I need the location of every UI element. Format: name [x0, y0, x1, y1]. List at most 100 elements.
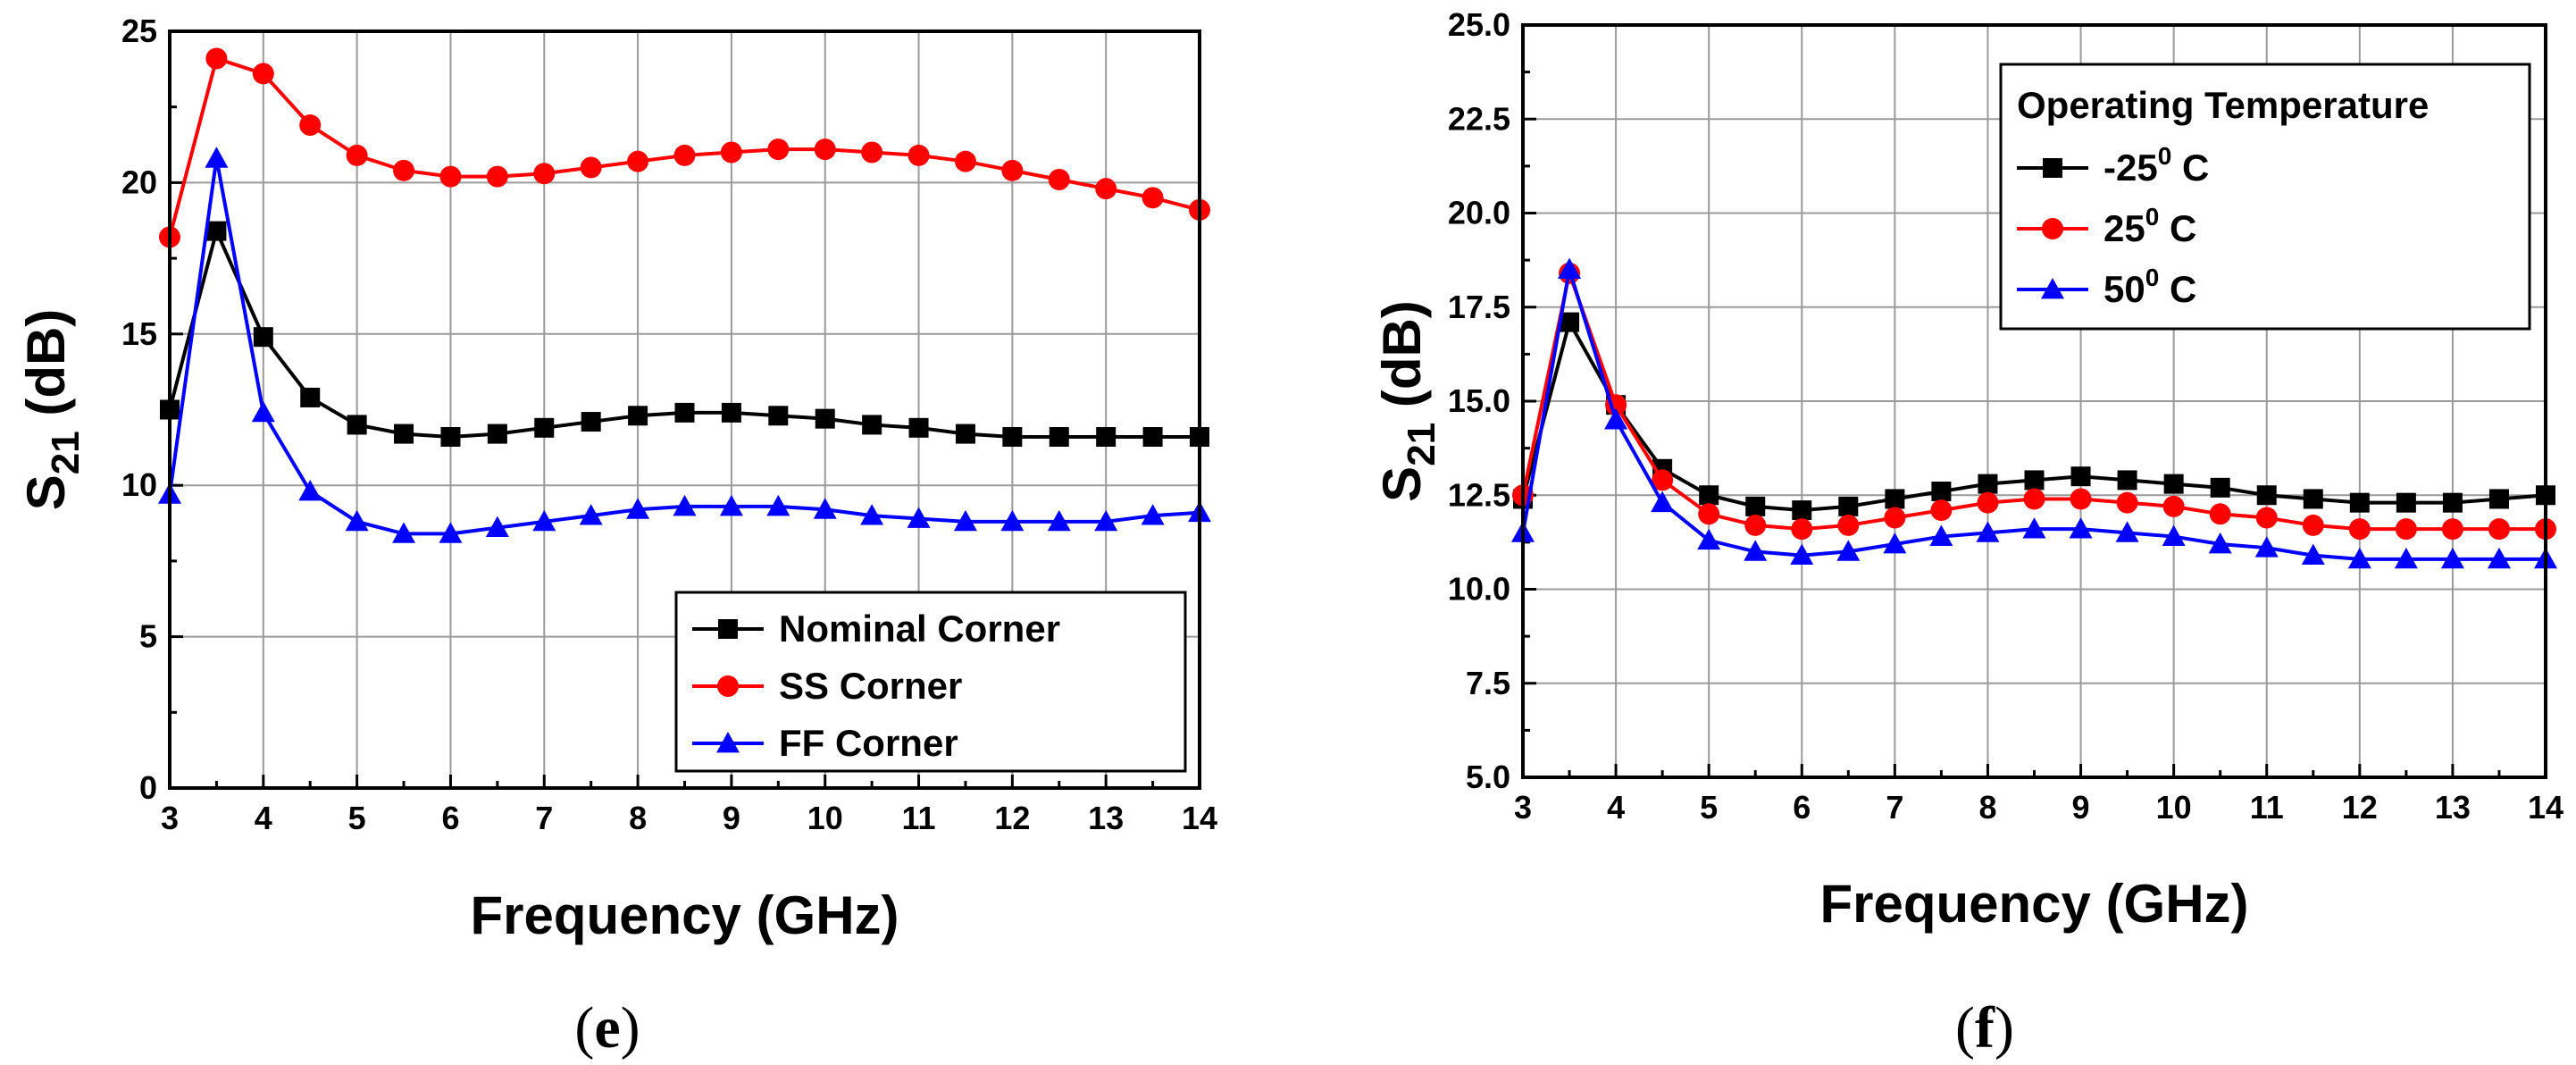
data-point	[393, 159, 415, 181]
data-point	[2303, 489, 2323, 509]
data-point	[2396, 492, 2416, 513]
data-point	[2256, 485, 2277, 506]
data-point	[1838, 496, 1859, 516]
legend-box	[1999, 63, 2531, 331]
data-point	[2488, 518, 2510, 541]
legend-entry-1: SS Corner	[692, 665, 962, 707]
legend-label-unit: C	[2171, 147, 2209, 189]
data-point	[954, 150, 976, 172]
x-tick-label: 12	[2342, 789, 2378, 826]
data-point	[1002, 426, 1023, 447]
legend-label-sup: 0	[2145, 203, 2160, 231]
y-axis-title-sub: 21	[44, 431, 88, 474]
data-point	[487, 423, 507, 444]
legend-label: Nominal Corner	[779, 608, 1060, 650]
caption-paren-open: (	[1955, 995, 1975, 1061]
data-point	[719, 494, 743, 516]
data-point	[1885, 489, 1905, 509]
x-tick-label: 11	[902, 800, 936, 836]
data-point	[2347, 547, 2371, 569]
x-tick-label: 5	[348, 800, 366, 836]
y-tick-label: 12.5	[1448, 476, 1510, 513]
legend-marker	[716, 732, 740, 753]
legend-entry-2: 500 C	[2017, 264, 2196, 310]
data-point	[1792, 500, 1812, 521]
data-point	[2441, 518, 2463, 541]
data-point	[2487, 547, 2511, 569]
data-point	[2302, 514, 2324, 536]
data-point	[1790, 543, 1814, 566]
legend-label-main: -25	[2103, 147, 2158, 189]
legend-label: SS Corner	[779, 665, 962, 707]
series-triangle-2	[1511, 257, 2557, 569]
x-tick-label: 6	[441, 800, 459, 836]
x-tick-label: 5	[1700, 789, 1718, 826]
data-point	[1745, 496, 1766, 516]
series-circle-1	[1512, 262, 2556, 541]
data-point	[581, 412, 601, 432]
data-point	[628, 406, 648, 426]
data-point	[767, 138, 790, 161]
data-point	[673, 494, 697, 516]
series-circle-1	[159, 47, 1210, 248]
data-point	[485, 516, 509, 538]
x-tick-label: 13	[1088, 800, 1124, 836]
data-point	[673, 144, 696, 166]
data-point	[439, 165, 462, 188]
data-point	[1698, 503, 1720, 525]
data-point	[439, 522, 463, 543]
data-point	[1142, 426, 1163, 447]
data-point	[1931, 482, 1952, 502]
x-tick-label: 6	[1793, 789, 1811, 826]
y-tick-label: 25	[121, 13, 157, 49]
data-point	[1837, 514, 1860, 536]
legend-marker	[2041, 278, 2064, 299]
caption-paren-close: )	[621, 995, 640, 1061]
y-axis-title-main: S	[1372, 466, 1432, 502]
legend-label: -250 C	[2103, 142, 2209, 189]
data-point	[2442, 492, 2463, 513]
caption-letter: f	[1975, 995, 1995, 1061]
data-point	[1001, 159, 1024, 181]
data-point	[908, 417, 929, 438]
x-tick-label: 4	[1607, 789, 1625, 826]
data-point	[2069, 517, 2093, 539]
x-tick-label: 8	[629, 800, 647, 836]
data-point	[814, 138, 836, 161]
legend-label-unit: C	[2159, 268, 2196, 310]
gridlines	[1523, 25, 2546, 777]
data-point	[2209, 503, 2231, 525]
x-tick-label: 12	[994, 800, 1030, 836]
legend-entry-2: FF Corner	[692, 722, 958, 764]
data-point	[1976, 521, 2000, 542]
data-point	[1978, 474, 1998, 494]
data-point	[2024, 470, 2045, 491]
data-point	[2210, 477, 2230, 498]
data-point	[1142, 187, 1164, 209]
data-point	[347, 415, 367, 435]
data-point	[205, 47, 228, 70]
data-point	[1836, 540, 1861, 561]
plot-frame	[1521, 23, 2547, 779]
data-point	[1744, 540, 1768, 561]
data-point	[2349, 492, 2370, 513]
data-point	[815, 408, 835, 429]
data-point	[299, 114, 322, 137]
data-point	[533, 163, 556, 185]
y-tick-label: 5	[139, 618, 157, 655]
legend-label-unit: C	[2159, 207, 2196, 249]
data-point	[1000, 509, 1025, 532]
y-axis-title-sub: 21	[1400, 423, 1443, 466]
y-tick-label: 5.0	[1466, 759, 1510, 795]
data-point	[2115, 521, 2139, 542]
x-tick-label: 10	[2156, 789, 2192, 826]
legend-label-main: 25	[2103, 207, 2145, 249]
caption-paren-open: (	[574, 995, 594, 1061]
data-point	[768, 406, 789, 426]
data-point	[2162, 524, 2186, 546]
data-point	[251, 400, 275, 423]
data-point	[252, 63, 274, 85]
data-point	[1652, 469, 1674, 491]
x-tick-label: 7	[535, 800, 553, 836]
chart-panel-f: 3 4 5 6 7 8 9 10 11 12 13 14 5.0 7.5 10.0 12.5 15.0 17.5 2…	[1372, 6, 2563, 1061]
